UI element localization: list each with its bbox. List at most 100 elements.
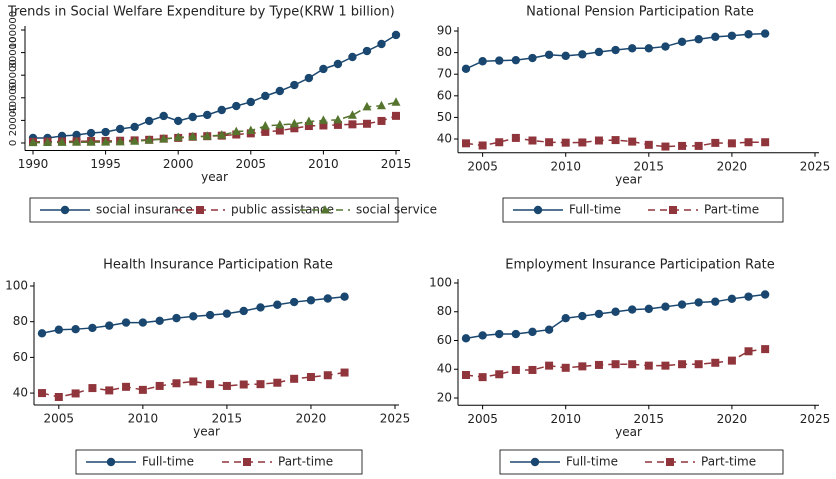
point (627, 44, 637, 53)
point (495, 56, 504, 65)
point (206, 380, 215, 389)
legend-label: Part-time (701, 455, 756, 469)
x-tick-label: 2015 (381, 157, 412, 171)
chart-panel: National Pension Participation Rate 40 50 6… (437, 5, 831, 223)
point (727, 356, 736, 365)
point (362, 46, 372, 56)
point (202, 131, 212, 140)
point (678, 360, 687, 369)
point (478, 373, 487, 382)
point (273, 300, 282, 309)
x-tick-label: 2025 (800, 412, 831, 426)
point (711, 32, 720, 42)
point (290, 124, 299, 133)
y-tick-label: 40000 (8, 82, 19, 114)
point (744, 292, 753, 301)
point (333, 114, 343, 124)
x-tick-label: 2005 (467, 412, 498, 426)
point (71, 389, 80, 398)
point (711, 297, 720, 306)
point (669, 206, 677, 214)
point (289, 118, 299, 128)
point (340, 368, 349, 377)
point (478, 57, 487, 66)
point (188, 131, 198, 141)
point (528, 53, 537, 63)
x-tick-label: 2010 (128, 412, 159, 426)
point (478, 141, 487, 150)
point (377, 39, 386, 49)
point (727, 139, 736, 148)
point (528, 327, 537, 337)
chart-title: National Pension Participation Rate (526, 5, 754, 20)
point (594, 360, 603, 369)
y-tick-label: 60 (437, 333, 452, 347)
point (243, 458, 251, 466)
y-tick-label: 80 (13, 314, 28, 328)
legend-label: social insurance (96, 203, 193, 217)
x-tick-label: 2015 (634, 412, 665, 426)
point (72, 130, 81, 140)
point (347, 110, 357, 119)
point (189, 377, 198, 386)
legend-label: social service (356, 203, 437, 217)
point (246, 125, 256, 135)
x-tick-label: 2020 (717, 412, 748, 426)
point (86, 128, 96, 138)
point (661, 42, 670, 51)
legend-box (499, 449, 784, 475)
point (189, 312, 198, 321)
point (392, 111, 400, 120)
x-tick-label: 2015 (212, 412, 243, 426)
point (239, 306, 248, 316)
point (677, 37, 687, 47)
point (60, 205, 70, 215)
x-tick-label: 1995 (90, 157, 121, 171)
point (677, 300, 687, 309)
point (391, 30, 401, 40)
point (578, 50, 587, 59)
point (173, 132, 183, 141)
point (222, 381, 231, 390)
point (578, 138, 587, 147)
x-tick-label: 2010 (550, 412, 581, 426)
x-tick-label: 2005 (467, 159, 498, 173)
x-tick-label: 2015 (634, 159, 665, 173)
point (188, 112, 197, 122)
point (290, 374, 299, 383)
point (106, 457, 116, 467)
y-tick-label: 40 (437, 362, 452, 376)
point (88, 323, 97, 333)
chart-title: Health Insurance Participation Rate (103, 258, 333, 273)
point (105, 386, 114, 395)
point (461, 334, 471, 343)
point (362, 101, 372, 111)
point (544, 50, 554, 59)
point (711, 138, 720, 147)
point (275, 119, 285, 129)
point (561, 363, 570, 372)
point (533, 205, 543, 215)
point (628, 360, 637, 369)
point (115, 136, 125, 146)
point (561, 51, 570, 61)
x-tick-label: 2025 (800, 159, 831, 173)
point (744, 30, 753, 39)
y-tick-label: 90 (437, 24, 452, 38)
point (462, 370, 470, 379)
x-axis-label: year (193, 425, 220, 439)
point (461, 64, 471, 74)
point (159, 134, 169, 143)
point (511, 133, 520, 142)
x-tick-label: 2010 (550, 159, 581, 173)
legend-label: public assistance (231, 203, 334, 217)
point (377, 116, 386, 125)
point (561, 314, 570, 323)
legend-box (29, 197, 399, 223)
point (661, 142, 670, 151)
y-tick-label: 20 (437, 390, 452, 404)
point (744, 138, 753, 147)
point (105, 321, 114, 330)
point (261, 127, 270, 136)
y-tick-label: 100000 (8, 11, 19, 49)
